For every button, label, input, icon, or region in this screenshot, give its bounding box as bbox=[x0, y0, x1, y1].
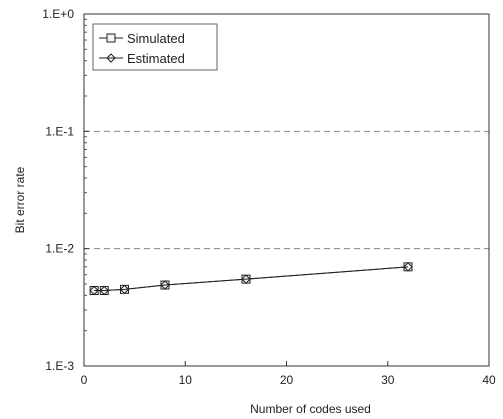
estimated-point bbox=[89, 285, 99, 296]
gridlines bbox=[84, 130, 489, 250]
estimated-point bbox=[160, 280, 170, 290]
legend-item-simulated: Simulated bbox=[99, 31, 185, 46]
series-estimated bbox=[89, 262, 413, 296]
y-axis-tick-labels: 1.E-3 1.E-2 1.E-1 1.E+0 bbox=[42, 7, 74, 373]
legend-marker-diamond-icon bbox=[106, 53, 116, 63]
axis-ticks bbox=[83, 13, 490, 367]
data-series bbox=[89, 262, 413, 296]
x-tick-label: 10 bbox=[179, 373, 193, 387]
legend-box bbox=[92, 23, 218, 71]
y-tick-label: 1.E-3 bbox=[45, 359, 74, 373]
y-tick-label: 1.E+0 bbox=[42, 7, 74, 21]
x-tick-label: 40 bbox=[482, 373, 496, 387]
legend-items: Simulated Estimated bbox=[99, 31, 185, 66]
legend-label: Simulated bbox=[127, 31, 185, 46]
x-axis-tick-labels: 0 10 20 30 40 bbox=[81, 373, 496, 387]
y-tick-label: 1.E-1 bbox=[45, 124, 74, 138]
x-axis-title: Number of codes used bbox=[250, 402, 371, 416]
estimated-point bbox=[403, 262, 413, 272]
estimated-line bbox=[94, 266, 409, 292]
y-axis-title: Bit error rate bbox=[13, 166, 27, 233]
legend-marker-square-icon bbox=[106, 33, 116, 43]
legend-item-estimated: Estimated bbox=[99, 51, 185, 66]
legend-label: Estimated bbox=[127, 51, 185, 66]
x-tick-label: 20 bbox=[280, 373, 294, 387]
estimated-point bbox=[241, 274, 251, 284]
x-tick-label: 0 bbox=[81, 373, 88, 387]
y-tick-label: 1.E-2 bbox=[45, 242, 74, 256]
estimated-point bbox=[119, 284, 130, 295]
x-tick-label: 30 bbox=[381, 373, 395, 387]
estimated-point bbox=[99, 285, 109, 296]
legend: Simulated Estimated bbox=[92, 23, 218, 71]
